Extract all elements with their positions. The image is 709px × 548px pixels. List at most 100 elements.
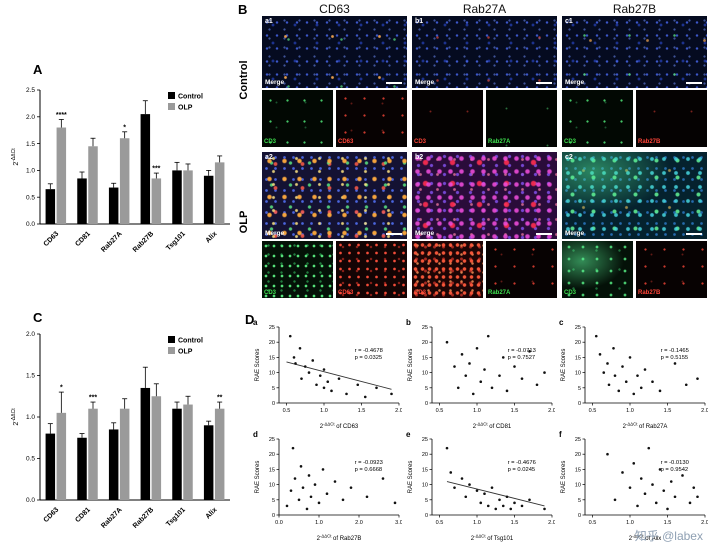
- svg-text:RAE Scores: RAE Scores: [255, 349, 261, 382]
- scatter-plot-c: 0 5 10 15 20 25 0.5 1.0 1.5 2.0 RAE Scores 2-ΔΔCt o…: [559, 318, 708, 430]
- svg-text:5: 5: [272, 498, 275, 504]
- channel-label: Rab27A: [488, 290, 511, 296]
- bar-chart-panel-c: 0.0 0.5 1.0 1.5 2.0 2-ΔΔCt CD63 CD81 Rab27A Rab27…: [11, 331, 230, 530]
- scatter-plot-d: 0 5 10 15 20 25 0.0 1.0 2.0 3.0 RAE Scores 2-ΔΔCt o…: [253, 430, 402, 542]
- svg-text:r = -0.0713: r = -0.0713: [508, 348, 536, 354]
- svg-text:25: 25: [422, 437, 428, 443]
- merge-label: Merge: [415, 230, 435, 237]
- svg-text:****: ****: [56, 112, 67, 119]
- svg-text:2-ΔΔCt: 2-ΔΔCt: [11, 148, 20, 166]
- svg-text:*: *: [123, 124, 126, 131]
- svg-text:5: 5: [425, 498, 428, 504]
- svg-text:10: 10: [575, 483, 581, 489]
- svg-text:2.0: 2.0: [395, 408, 402, 414]
- scatter-plot-a: 0 5 10 15 20 25 0.5 1.0 1.5 2.0 RAE Scores 2-ΔΔCt o…: [253, 318, 402, 430]
- svg-text:5: 5: [578, 498, 581, 504]
- svg-text:**: **: [217, 395, 223, 402]
- channel-label: CD3: [564, 139, 577, 145]
- svg-text:Rab27B: Rab27B: [132, 230, 155, 253]
- svg-text:1.5: 1.5: [26, 141, 35, 148]
- svg-text:5: 5: [578, 386, 581, 392]
- svg-text:0: 0: [578, 401, 581, 407]
- channel-image-red: CD3: [412, 241, 483, 298]
- panel-d-label: D: [245, 312, 255, 327]
- svg-text:e: e: [406, 430, 411, 439]
- merge-label: Merge: [265, 79, 285, 86]
- svg-text:1.0: 1.0: [473, 408, 481, 414]
- fluorescence-merge-image: a2 Merge: [262, 152, 407, 239]
- svg-text:1.0: 1.0: [26, 168, 35, 175]
- svg-text:20: 20: [575, 340, 581, 346]
- svg-text:2.0: 2.0: [26, 331, 35, 338]
- svg-text:b: b: [406, 318, 411, 327]
- fluorescence-merge-image: b1 Merge: [412, 16, 557, 88]
- svg-text:10: 10: [422, 483, 428, 489]
- svg-text:1.5: 1.5: [664, 520, 672, 526]
- svg-text:5: 5: [425, 386, 428, 392]
- row-label-olp: OLP: [238, 210, 250, 234]
- svg-text:0: 0: [578, 513, 581, 519]
- row-label-control: Control: [238, 60, 250, 100]
- channel-label: CD63: [338, 139, 354, 145]
- svg-text:1.0: 1.0: [315, 520, 323, 526]
- svg-text:0: 0: [425, 401, 428, 407]
- svg-text:***: ***: [152, 166, 160, 173]
- svg-text:0.5: 0.5: [589, 520, 597, 526]
- svg-text:*: *: [60, 385, 63, 392]
- watermark: 知乎 @labex: [634, 529, 703, 543]
- svg-text:CD63: CD63: [43, 506, 61, 524]
- svg-text:3.0: 3.0: [395, 520, 402, 526]
- fluorescence-merge-image: a1 Merge: [262, 16, 407, 88]
- svg-text:r = -0.1465: r = -0.1465: [661, 348, 689, 354]
- scatter-plot-f: 0 5 10 15 20 25 0.5 1.0 1.5 2.0 RAE Scores 2-ΔΔCt o…: [559, 430, 708, 542]
- svg-text:Rab27A: Rab27A: [100, 230, 123, 253]
- channel-label: CD63: [338, 290, 354, 296]
- fluorescence-merge-image: b2 Merge: [412, 152, 557, 239]
- svg-text:15: 15: [269, 355, 275, 361]
- svg-text:20: 20: [269, 452, 275, 458]
- panel-b-label: B: [238, 2, 248, 17]
- svg-text:p = 0.0325: p = 0.0325: [355, 355, 383, 361]
- svg-text:r = -0.4676: r = -0.4676: [508, 460, 536, 466]
- svg-text:2.0: 2.0: [701, 520, 708, 526]
- svg-text:1.0: 1.0: [626, 408, 634, 414]
- svg-text:Alix: Alix: [205, 506, 219, 520]
- svg-text:p = 0.6668: p = 0.6668: [355, 467, 383, 473]
- svg-text:25: 25: [422, 325, 428, 331]
- svg-text:Rab27A: Rab27A: [100, 506, 123, 529]
- svg-text:0.5: 0.5: [283, 408, 291, 414]
- svg-text:Tsg101: Tsg101: [165, 506, 187, 528]
- channel-image-red: CD3: [412, 90, 483, 147]
- svg-text:1.0: 1.0: [26, 414, 35, 421]
- svg-text:2.0: 2.0: [548, 408, 555, 414]
- svg-text:f: f: [559, 430, 562, 439]
- channel-label: Rab27A: [488, 139, 511, 145]
- svg-text:0.5: 0.5: [26, 456, 35, 463]
- svg-text:0: 0: [272, 513, 275, 519]
- svg-text:10: 10: [422, 371, 428, 377]
- svg-text:5: 5: [272, 386, 275, 392]
- svg-text:2-ΔΔCt of Rab27A: 2-ΔΔCt of Rab27A: [623, 422, 668, 430]
- column-header-rab27b: Rab27B: [612, 2, 657, 16]
- svg-text:25: 25: [269, 325, 275, 331]
- svg-text:c: c: [559, 318, 564, 327]
- svg-text:2-ΔΔCt: 2-ΔΔCt: [11, 408, 20, 426]
- svg-text:RAE Scores: RAE Scores: [255, 461, 261, 494]
- svg-text:RAE Scores: RAE Scores: [408, 349, 414, 382]
- channel-label: CD3: [414, 139, 427, 145]
- svg-text:0: 0: [425, 513, 428, 519]
- channel-image-green: CD3: [562, 241, 633, 298]
- channel-image-red: Rab27B: [636, 241, 707, 298]
- channel-label: CD3: [414, 290, 427, 296]
- channel-image-red: Rab27B: [636, 90, 707, 147]
- column-header-rab27a: Rab27A: [462, 2, 507, 16]
- svg-text:10: 10: [269, 371, 275, 377]
- merge-label: Merge: [415, 79, 435, 86]
- svg-text:15: 15: [575, 467, 581, 473]
- svg-text:RAE Scores: RAE Scores: [408, 461, 414, 494]
- svg-text:2.0: 2.0: [701, 408, 708, 414]
- channel-label: Rab27B: [638, 139, 661, 145]
- svg-text:CD63: CD63: [43, 230, 61, 248]
- merge-label: Merge: [565, 230, 585, 237]
